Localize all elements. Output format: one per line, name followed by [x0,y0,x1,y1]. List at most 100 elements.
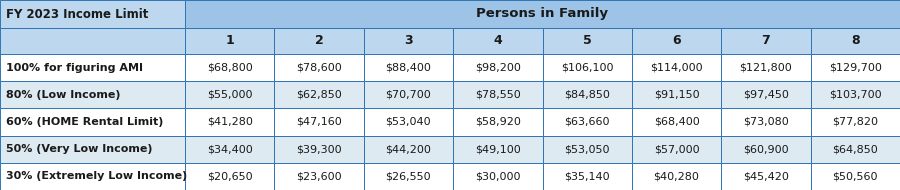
Bar [453,28,543,54]
Bar [543,81,632,108]
Bar [185,0,900,28]
Bar [811,81,900,108]
Bar [274,28,364,54]
Text: $129,700: $129,700 [829,63,882,73]
Text: $50,560: $50,560 [832,171,878,181]
Bar [274,136,364,163]
Bar [811,54,900,81]
Bar [274,163,364,190]
Text: $97,450: $97,450 [743,90,789,100]
Text: $20,650: $20,650 [207,171,253,181]
Bar [274,108,364,136]
Text: $68,400: $68,400 [653,117,699,127]
Bar [185,81,274,108]
Text: $34,400: $34,400 [207,144,253,154]
Text: $53,050: $53,050 [564,144,610,154]
Text: $91,150: $91,150 [653,90,699,100]
Text: $70,700: $70,700 [385,90,431,100]
Bar [453,108,543,136]
Text: 7: 7 [761,35,770,48]
Bar [721,81,811,108]
Bar [632,81,721,108]
Bar [185,136,274,163]
Bar [453,81,543,108]
Text: $77,820: $77,820 [832,117,878,127]
Bar [0,136,185,163]
Text: $73,080: $73,080 [743,117,788,127]
Bar [543,28,632,54]
Text: 2: 2 [315,35,323,48]
Bar [185,28,274,54]
Bar [274,81,364,108]
Text: $40,280: $40,280 [653,171,699,181]
Text: $58,920: $58,920 [475,117,521,127]
Bar [453,136,543,163]
Bar [721,28,811,54]
Text: $45,420: $45,420 [743,171,789,181]
Bar [721,54,811,81]
Text: 5: 5 [583,35,591,48]
Text: $57,000: $57,000 [653,144,699,154]
Text: $55,000: $55,000 [207,90,252,100]
Text: 3: 3 [404,35,413,48]
Text: $78,600: $78,600 [296,63,342,73]
Text: $84,850: $84,850 [564,90,610,100]
Bar [543,54,632,81]
Bar [632,163,721,190]
Bar [0,108,185,136]
Text: $121,800: $121,800 [740,63,792,73]
Text: FY 2023 Income Limit: FY 2023 Income Limit [6,7,148,21]
Text: $44,200: $44,200 [385,144,431,154]
Bar [811,108,900,136]
Text: Persons in Family: Persons in Family [476,7,608,21]
Text: $78,550: $78,550 [475,90,521,100]
Text: 6: 6 [672,35,681,48]
Text: 60% (HOME Rental Limit): 60% (HOME Rental Limit) [6,117,164,127]
Bar [185,108,274,136]
Text: $26,550: $26,550 [385,171,431,181]
Bar [274,54,364,81]
Bar [0,163,185,190]
Bar [364,54,453,81]
Bar [543,108,632,136]
Bar [632,108,721,136]
Bar [364,108,453,136]
Bar [185,54,274,81]
Text: $47,160: $47,160 [296,117,342,127]
Bar [364,28,453,54]
Bar [721,108,811,136]
Text: $103,700: $103,700 [829,90,882,100]
Bar [0,81,185,108]
Bar [721,163,811,190]
Bar [543,163,632,190]
Text: $68,800: $68,800 [207,63,253,73]
Text: 8: 8 [851,35,860,48]
Bar [632,136,721,163]
Text: $53,040: $53,040 [385,117,431,127]
Bar [185,163,274,190]
Text: $114,000: $114,000 [650,63,703,73]
Text: $30,000: $30,000 [475,171,520,181]
Bar [0,54,185,81]
Text: $62,850: $62,850 [296,90,342,100]
Text: 30% (Extremely Low Income): 30% (Extremely Low Income) [6,171,187,181]
Text: 100% for figuring AMI: 100% for figuring AMI [6,63,143,73]
Bar [453,163,543,190]
Text: $60,900: $60,900 [743,144,788,154]
Bar [364,81,453,108]
Bar [811,28,900,54]
Bar [811,163,900,190]
Bar [543,136,632,163]
Bar [453,54,543,81]
Text: 1: 1 [225,35,234,48]
Bar [632,54,721,81]
Bar [721,136,811,163]
Text: $39,300: $39,300 [296,144,342,154]
Text: $49,100: $49,100 [475,144,521,154]
Text: 80% (Low Income): 80% (Low Income) [6,90,121,100]
Text: $88,400: $88,400 [385,63,431,73]
Bar [0,28,185,54]
Text: $106,100: $106,100 [561,63,614,73]
Text: $23,600: $23,600 [296,171,342,181]
Text: $35,140: $35,140 [564,171,610,181]
